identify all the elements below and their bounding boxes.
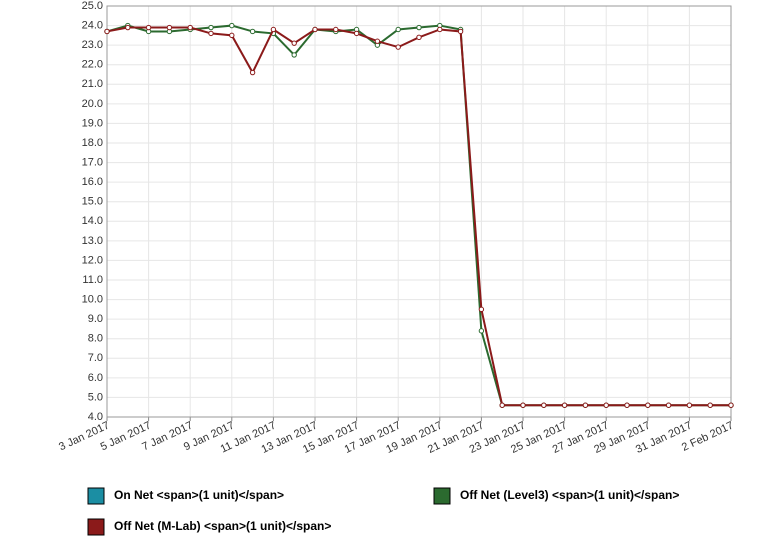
data-point bbox=[208, 30, 214, 37]
y-tick-label: 16.0 bbox=[82, 176, 103, 188]
data-point bbox=[312, 26, 318, 33]
data-point bbox=[541, 402, 547, 408]
legend-swatch bbox=[433, 487, 451, 505]
y-tick-label: 7.0 bbox=[88, 352, 103, 364]
y-tick-label: 9.0 bbox=[88, 313, 103, 325]
legend-label: On Net <span>(1 unit)</span> bbox=[114, 488, 284, 502]
y-tick-label: 17.0 bbox=[82, 156, 103, 168]
series-line bbox=[106, 24, 731, 407]
data-point bbox=[728, 402, 734, 408]
y-tick-label: 19.0 bbox=[82, 117, 103, 129]
y-tick-label: 14.0 bbox=[82, 215, 103, 227]
data-point bbox=[395, 26, 401, 33]
data-point bbox=[478, 328, 485, 334]
data-point bbox=[291, 40, 297, 46]
y-tick-label: 8.0 bbox=[88, 333, 103, 345]
y-tick-label: 20.0 bbox=[82, 98, 103, 110]
data-point bbox=[249, 28, 256, 35]
y-tick-label: 24.0 bbox=[82, 19, 103, 31]
y-tick-label: 25.0 bbox=[82, 0, 103, 12]
data-point bbox=[166, 24, 173, 31]
legend-label: Off Net (M-Lab) <span>(1 unit)</span> bbox=[114, 519, 331, 533]
data-point bbox=[603, 402, 609, 408]
legend-swatch bbox=[87, 487, 105, 505]
data-point bbox=[707, 402, 713, 408]
y-tick-label: 6.0 bbox=[88, 372, 103, 384]
data-point bbox=[499, 402, 505, 408]
data-point bbox=[270, 26, 277, 33]
y-tick-label: 18.0 bbox=[82, 137, 103, 149]
y-tick-label: 12.0 bbox=[82, 254, 103, 266]
data-point bbox=[208, 24, 214, 31]
data-point bbox=[561, 402, 568, 408]
data-point bbox=[104, 28, 110, 35]
data-point bbox=[125, 24, 131, 31]
data-point bbox=[437, 26, 443, 33]
data-point bbox=[665, 402, 672, 408]
data-point bbox=[249, 69, 256, 76]
data-point bbox=[353, 30, 360, 37]
y-tick-label: 5.0 bbox=[88, 391, 103, 403]
legend-swatch bbox=[87, 518, 105, 536]
y-tick-label: 4.0 bbox=[88, 411, 103, 423]
data-point bbox=[645, 402, 651, 408]
y-tick-label: 22.0 bbox=[82, 59, 103, 71]
data-point bbox=[520, 402, 526, 408]
legend-label: Off Net (Level3) <span>(1 unit)</span> bbox=[460, 488, 679, 502]
y-tick-label: 11.0 bbox=[82, 274, 103, 286]
data-point bbox=[478, 306, 485, 313]
y-tick-label: 15.0 bbox=[82, 196, 103, 208]
y-tick-label: 23.0 bbox=[82, 39, 103, 51]
data-point bbox=[374, 38, 381, 44]
y-tick-label: 21.0 bbox=[82, 78, 103, 90]
data-point bbox=[229, 32, 235, 39]
data-point bbox=[686, 402, 693, 408]
data-point bbox=[624, 402, 630, 408]
data-point bbox=[145, 24, 152, 31]
data-point bbox=[333, 26, 339, 33]
data-point bbox=[395, 44, 401, 50]
y-tick-label: 13.0 bbox=[82, 235, 103, 247]
data-point bbox=[291, 52, 297, 58]
data-point bbox=[229, 22, 235, 29]
plot-frame bbox=[106, 5, 732, 418]
y-tick-label: 10.0 bbox=[82, 293, 103, 305]
data-point bbox=[187, 24, 193, 31]
data-point bbox=[457, 28, 464, 35]
data-point bbox=[416, 24, 422, 31]
data-point bbox=[582, 402, 589, 408]
data-point bbox=[416, 34, 422, 41]
